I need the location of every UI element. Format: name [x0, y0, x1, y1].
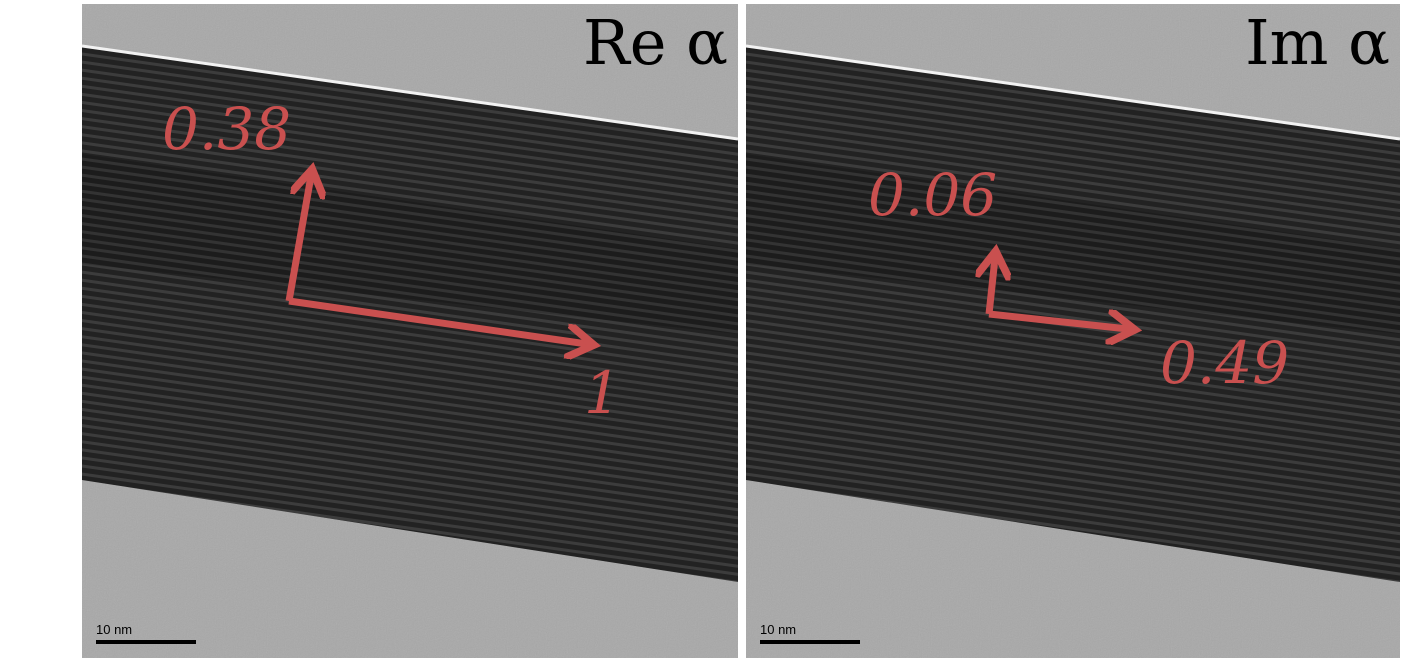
panel-title: Re α: [583, 6, 728, 79]
scale-bar: 10 nm: [96, 622, 196, 646]
tem-panel-imaginary: Im α 0.06 0.49 10 nm: [746, 4, 1400, 658]
tem-panel-real: Re α 0.38 1 10 nm: [82, 4, 738, 658]
scale-bar-line: [96, 640, 196, 644]
arrow-horizontal-imaginary: [988, 314, 1128, 329]
value-label-horizontal: 1: [584, 359, 621, 427]
scale-bar-line: [760, 640, 860, 644]
scale-bar: 10 nm: [760, 622, 860, 646]
arrow-horizontal-real: [288, 297, 587, 344]
arrow-vertical-real: [285, 176, 311, 302]
arrow-vertical-imaginary: [989, 258, 995, 315]
value-label-horizontal: 0.49: [1160, 329, 1290, 397]
scale-bar-label: 10 nm: [96, 622, 133, 637]
value-label-vertical: 0.06: [868, 161, 998, 229]
panel-title: Im α: [1245, 6, 1390, 79]
scale-bar-label: 10 nm: [760, 622, 797, 637]
tem-micrograph-imaginary: [746, 4, 1400, 658]
value-label-vertical: 0.38: [162, 95, 292, 163]
tem-micrograph-real: [82, 4, 738, 658]
